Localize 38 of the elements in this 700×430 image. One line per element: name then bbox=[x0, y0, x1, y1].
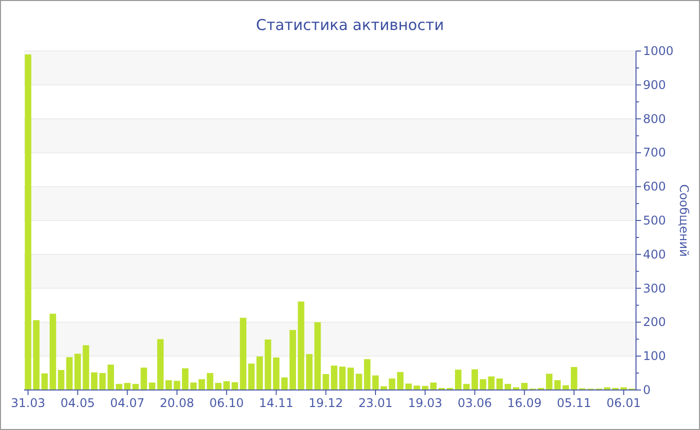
y-tick-label: 900 bbox=[643, 78, 666, 92]
x-tick-label: 19.12 bbox=[308, 396, 344, 410]
x-tick-label: 19.03 bbox=[408, 396, 442, 410]
bar bbox=[364, 359, 370, 390]
x-tick-label: 16.09 bbox=[507, 396, 542, 410]
y-tick-label: 400 bbox=[643, 247, 666, 262]
y-tick-label: 200 bbox=[643, 315, 666, 330]
y-tick-label: 600 bbox=[643, 180, 666, 194]
y-tick-label: 500 bbox=[643, 214, 666, 228]
x-tick-label: 20.08 bbox=[160, 396, 194, 410]
bar bbox=[455, 370, 462, 390]
x-tick-label: 06.10 bbox=[209, 396, 244, 410]
bar bbox=[546, 374, 552, 390]
x-tick-label: 03.06 bbox=[458, 396, 492, 410]
y-tick-label: 700 bbox=[643, 146, 666, 160]
bar bbox=[182, 368, 188, 390]
y-tick-label: 800 bbox=[643, 112, 666, 126]
x-tick-label: 04.07 bbox=[110, 396, 145, 410]
x-tick-label: 04.05 bbox=[60, 396, 95, 410]
y-axis-title: Сообщений bbox=[677, 184, 691, 257]
bar bbox=[198, 379, 206, 390]
x-tick-label: 31.03 bbox=[10, 396, 46, 410]
bar bbox=[273, 357, 280, 390]
bar bbox=[108, 364, 114, 390]
y-tick-label: 0 bbox=[643, 383, 651, 397]
bar bbox=[99, 373, 106, 390]
bar bbox=[472, 369, 478, 390]
y-tick-label: 300 bbox=[643, 281, 666, 296]
x-tick-label: 14.11 bbox=[259, 396, 294, 410]
y-tick-label: 1000 bbox=[643, 44, 674, 58]
y-tick-label: 100 bbox=[643, 349, 666, 364]
x-tick-label: 06.01 bbox=[606, 396, 641, 410]
x-tick-label: 23.01 bbox=[358, 396, 393, 410]
x-tick-label: 05.11 bbox=[556, 396, 592, 410]
bar bbox=[554, 380, 561, 390]
chart-title: Статистика активности bbox=[256, 16, 444, 34]
bar bbox=[290, 330, 296, 390]
bar bbox=[91, 372, 98, 390]
